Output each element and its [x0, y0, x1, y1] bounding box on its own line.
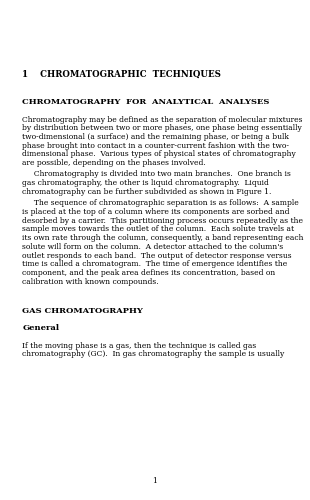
Text: phase brought into contact in a counter-current fashion with the two-: phase brought into contact in a counter-… [22, 142, 289, 150]
Text: chromatography (GC).  In gas chromatography the sample is usually: chromatography (GC). In gas chromatograp… [22, 350, 285, 358]
Text: solute will form on the column.  A detector attached to the column's: solute will form on the column. A detect… [22, 243, 284, 251]
Text: desorbed by a carrier.  This partitioning process occurs repeatedly as the: desorbed by a carrier. This partitioning… [22, 216, 303, 224]
Text: are possible, depending on the phases involved.: are possible, depending on the phases in… [22, 159, 206, 167]
Text: GAS CHROMATOGRAPHY: GAS CHROMATOGRAPHY [22, 306, 143, 314]
Text: dimensional phase.  Various types of physical states of chromatography: dimensional phase. Various types of phys… [22, 150, 296, 158]
Text: 1: 1 [153, 477, 157, 485]
Text: CHROMATOGRAPHY  FOR  ANALYTICAL  ANALYSES: CHROMATOGRAPHY FOR ANALYTICAL ANALYSES [22, 98, 270, 106]
Text: General: General [22, 324, 60, 332]
Text: Chromatography is divided into two main branches.  One branch is: Chromatography is divided into two main … [22, 170, 291, 178]
Text: outlet responds to each band.  The output of detector response versus: outlet responds to each band. The output… [22, 252, 292, 260]
Text: 1    CHROMATOGRAPHIC  TECHNIQUES: 1 CHROMATOGRAPHIC TECHNIQUES [22, 70, 221, 79]
Text: chromatography can be further subdivided as shown in Figure 1.: chromatography can be further subdivided… [22, 188, 272, 196]
Text: by distribution between two or more phases, one phase being essentially: by distribution between two or more phas… [22, 124, 302, 132]
Text: The sequence of chromatographic separation is as follows:  A sample: The sequence of chromatographic separati… [22, 199, 299, 207]
Text: If the moving phase is a gas, then the technique is called gas: If the moving phase is a gas, then the t… [22, 342, 257, 349]
Text: gas chromatography, the other is liquid chromatography.  Liquid: gas chromatography, the other is liquid … [22, 179, 269, 187]
Text: Chromatography may be defined as the separation of molecular mixtures: Chromatography may be defined as the sep… [22, 116, 303, 124]
Text: component, and the peak area defines its concentration, based on: component, and the peak area defines its… [22, 269, 276, 277]
Text: two-dimensional (a surface) and the remaining phase, or being a bulk: two-dimensional (a surface) and the rema… [22, 133, 289, 141]
Text: time is called a chromatogram.  The time of emergence identifies the: time is called a chromatogram. The time … [22, 260, 288, 268]
Text: sample moves towards the outlet of the column.  Each solute travels at: sample moves towards the outlet of the c… [22, 226, 294, 234]
Text: calibration with known compounds.: calibration with known compounds. [22, 278, 159, 286]
Text: is placed at the top of a column where its components are sorbed and: is placed at the top of a column where i… [22, 208, 290, 216]
Text: its own rate through the column, consequently, a band representing each: its own rate through the column, consequ… [22, 234, 304, 242]
